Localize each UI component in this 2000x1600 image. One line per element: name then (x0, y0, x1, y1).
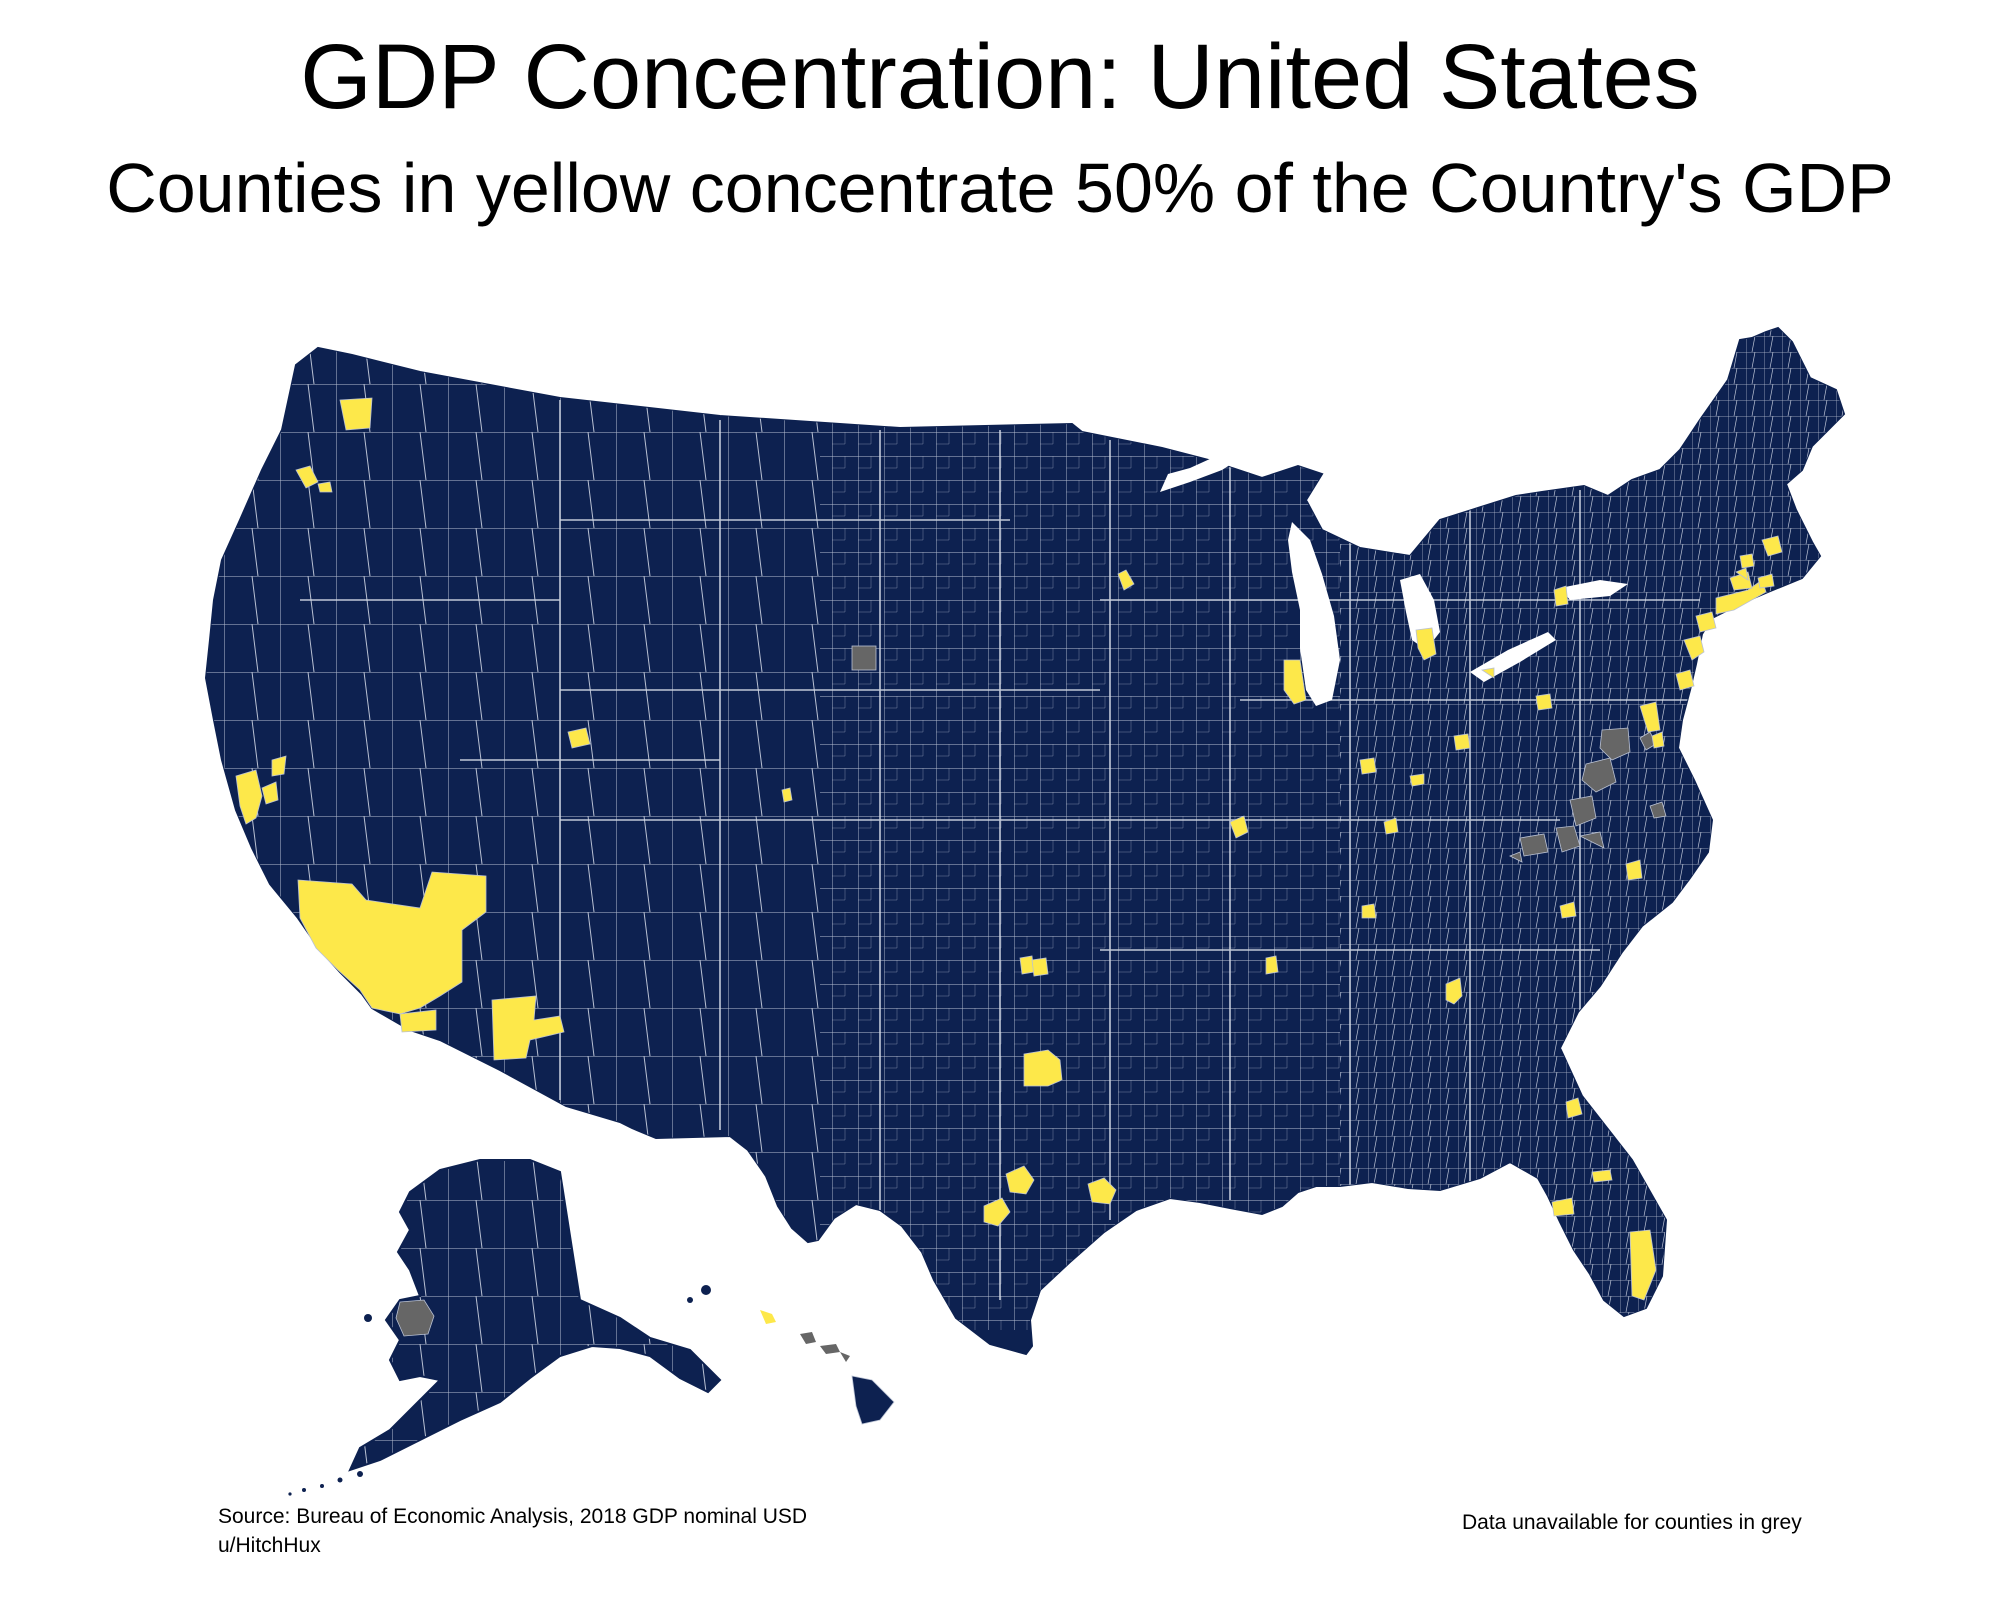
lake-superior (1160, 446, 1250, 492)
alaska-grey-area (395, 1299, 435, 1337)
alaska (288, 1159, 722, 1496)
grey-data-note: Data unavailable for counties in grey (1462, 1511, 1802, 1534)
map-title: GDP Concentration: United States (300, 26, 1700, 128)
high-gdp-counties (235, 397, 1783, 1301)
alaska-outline (348, 1159, 722, 1472)
hawaii-big-island (851, 1375, 895, 1425)
map-subtitle: Counties in yellow concentrate 50% of th… (106, 149, 1894, 227)
lake-ontario (1560, 580, 1628, 600)
author-credit: u/HitchHux (218, 1534, 321, 1557)
source-text: Source: Bureau of Economic Analysis, 201… (218, 1505, 808, 1528)
hawaii-yellow-island (760, 1310, 776, 1324)
hawaii (760, 1310, 895, 1425)
lake-michigan (1288, 522, 1340, 706)
unavailable-counties (851, 645, 1667, 863)
source-caption: Source: Bureau of Economic Analysis, 201… (218, 1502, 807, 1560)
